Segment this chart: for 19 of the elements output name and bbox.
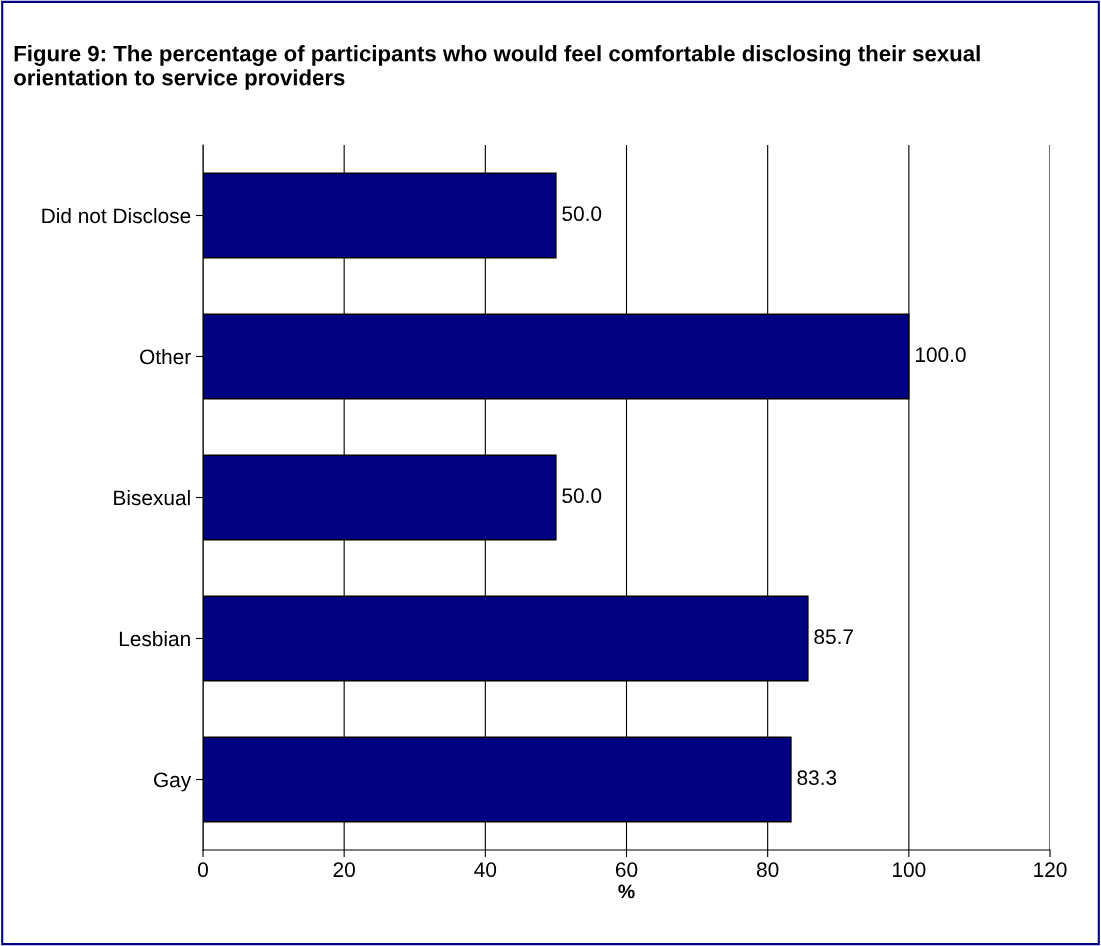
x-tick-label: 100	[893, 862, 926, 878]
y-tick-label: Lesbian	[119, 630, 190, 647]
x-tick-label: 120	[1034, 862, 1067, 878]
y-tick-label: Bisexual	[114, 489, 190, 506]
y-tick-label: Did not Disclose	[42, 207, 191, 224]
data-label: 100.0	[915, 347, 966, 363]
x-tick-label: 40	[474, 862, 497, 878]
data-label: 83.3	[797, 770, 837, 786]
y-tick-label: Other	[140, 348, 191, 365]
x-tick-label: 20	[333, 862, 355, 878]
x-axis-title: %	[618, 884, 635, 899]
x-tick-label: 60	[615, 862, 638, 878]
data-label: 50.0	[562, 206, 602, 222]
data-label: 85.7	[814, 629, 853, 645]
data-label: 50.0	[562, 488, 602, 504]
chart-title: Figure 9: The percentage of participants who would feel comfortable disclosing their sexual orientation to service providers	[14, 45, 980, 90]
x-tick-label: 80	[756, 862, 779, 878]
x-tick-label: 0	[198, 862, 208, 878]
y-tick-label: Gay	[154, 772, 192, 792]
